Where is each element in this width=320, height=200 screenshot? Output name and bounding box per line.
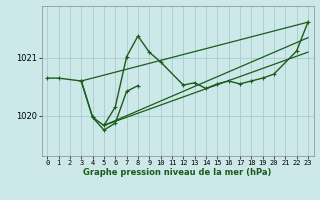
X-axis label: Graphe pression niveau de la mer (hPa): Graphe pression niveau de la mer (hPa) xyxy=(84,168,272,177)
